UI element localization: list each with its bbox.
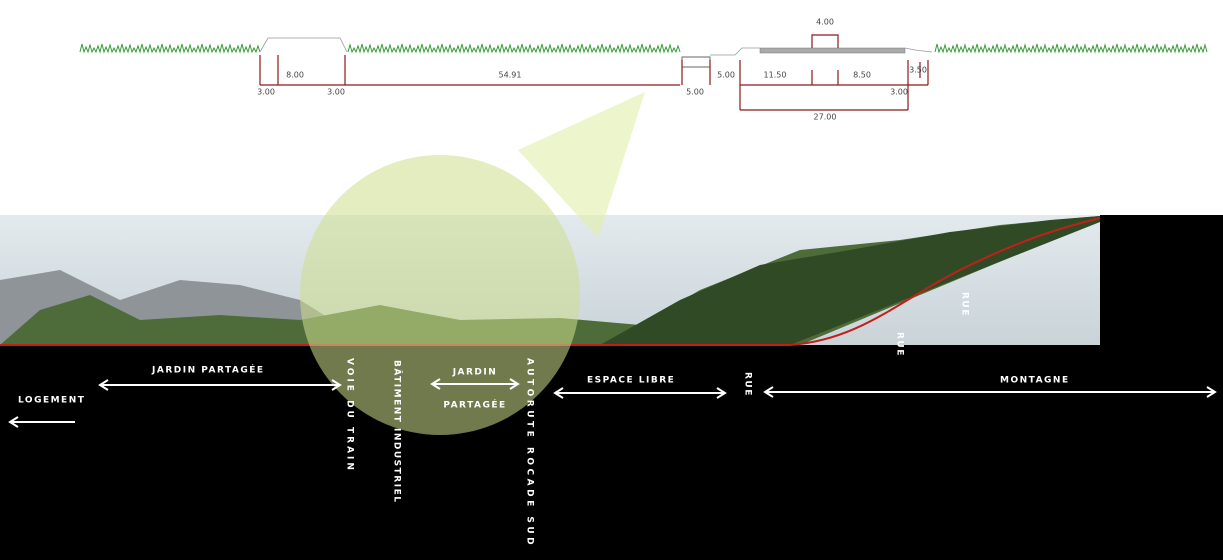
dimension: 3.00 [890, 88, 908, 97]
slope [904, 47, 933, 53]
label: MONTAGNE [1000, 376, 1070, 386]
dimension: 3.00 [257, 88, 275, 97]
arrow [8, 416, 75, 428]
arrow [98, 379, 342, 391]
view-cone [518, 92, 645, 238]
grass [79, 43, 261, 54]
hill [600, 216, 1100, 345]
dimension: 54.91 [499, 71, 522, 80]
dimension: 3.50 [909, 66, 927, 75]
embankment [259, 37, 348, 53]
arrow [553, 387, 727, 399]
label: JARDIN PARTAGÉE [151, 364, 265, 376]
label: RUE [743, 372, 753, 397]
dimension: 4.00 [816, 18, 834, 27]
dimension: 27.00 [814, 113, 837, 122]
focus-circle [300, 155, 580, 435]
ground-line [0, 217, 1101, 346]
dimension: 5.00 [717, 71, 735, 80]
dimension: 5.00 [686, 88, 704, 97]
label: BÂTIMENT INDUSTRIEL [392, 360, 404, 503]
road [759, 47, 906, 54]
label: VOIE DU TRAIN [345, 358, 355, 473]
arrow [763, 386, 1217, 398]
profile [259, 34, 933, 111]
median [811, 34, 839, 48]
label: ESPACE LIBRE [587, 376, 675, 386]
arrow [430, 378, 520, 390]
curb [681, 56, 711, 68]
grass [347, 43, 681, 54]
label: JARDIN [452, 368, 498, 378]
slope [710, 47, 760, 56]
label: LOGEMENT [18, 396, 85, 406]
dimension: 8.50 [853, 71, 871, 80]
grass [934, 43, 1208, 54]
dimension: 3.00 [327, 88, 345, 97]
label: PARTAGÉE [443, 399, 506, 411]
label: AUTORUTE ROCADE SUD [525, 358, 535, 548]
dimension: 11.50 [764, 71, 787, 80]
dimension: 8.00 [286, 71, 304, 80]
label: RUE [895, 332, 905, 357]
label: RUE [960, 292, 970, 317]
